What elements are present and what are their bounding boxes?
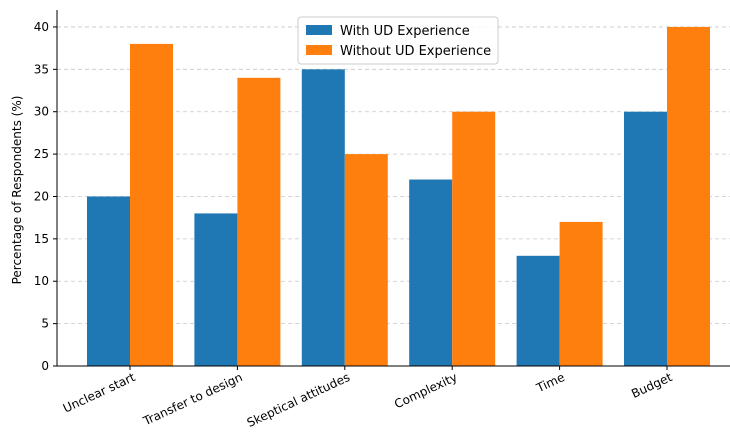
bar-without-ud bbox=[667, 26, 710, 366]
bar-with-ud bbox=[516, 255, 560, 366]
legend-frame bbox=[297, 16, 499, 65]
bar-with-ud bbox=[409, 179, 453, 366]
x-tick-label: Budget bbox=[629, 370, 674, 401]
bar-with-ud bbox=[194, 213, 238, 366]
x-tick-label: Unclear start bbox=[61, 370, 138, 416]
y-tick-label: 0 bbox=[41, 359, 49, 373]
legend-swatch-without-ud bbox=[306, 45, 332, 55]
y-tick-label: 5 bbox=[41, 317, 49, 331]
bars bbox=[87, 26, 710, 367]
bar-without-ud bbox=[130, 43, 173, 367]
bar-without-ud bbox=[452, 111, 496, 366]
bar-with-ud bbox=[301, 69, 345, 366]
x-ticks: Unclear start Transfer to design Skeptical… bbox=[61, 366, 675, 430]
bar-without-ud bbox=[344, 154, 388, 366]
bar-with-ud bbox=[87, 196, 130, 366]
x-tick-label: Skeptical attitudes bbox=[245, 370, 352, 430]
y-axis-title: Percentage of Respondents (%) bbox=[10, 96, 24, 285]
x-tick-label: Complexity bbox=[392, 370, 459, 411]
y-ticks: 0 5 10 15 20 25 30 35 40 bbox=[34, 20, 57, 373]
y-tick-label: 35 bbox=[34, 62, 49, 76]
legend-label-without-ud: Without UD Experience bbox=[340, 44, 491, 59]
legend: With UD Experience Without UD Experience bbox=[297, 16, 499, 65]
legend-swatch-with-ud bbox=[306, 25, 332, 35]
y-tick-label: 25 bbox=[34, 147, 49, 161]
y-tick-label: 30 bbox=[34, 105, 49, 119]
y-tick-label: 10 bbox=[34, 274, 49, 288]
legend-label-with-ud: With UD Experience bbox=[340, 24, 470, 39]
x-tick-label: Transfer to design bbox=[140, 370, 244, 429]
bar-without-ud bbox=[559, 221, 603, 366]
x-tick-label: Time bbox=[533, 370, 566, 396]
y-tick-label: 40 bbox=[34, 20, 49, 34]
bar-without-ud bbox=[237, 77, 281, 367]
y-tick-label: 15 bbox=[34, 232, 49, 246]
bar-with-ud bbox=[624, 111, 667, 366]
y-tick-label: 20 bbox=[34, 189, 49, 203]
